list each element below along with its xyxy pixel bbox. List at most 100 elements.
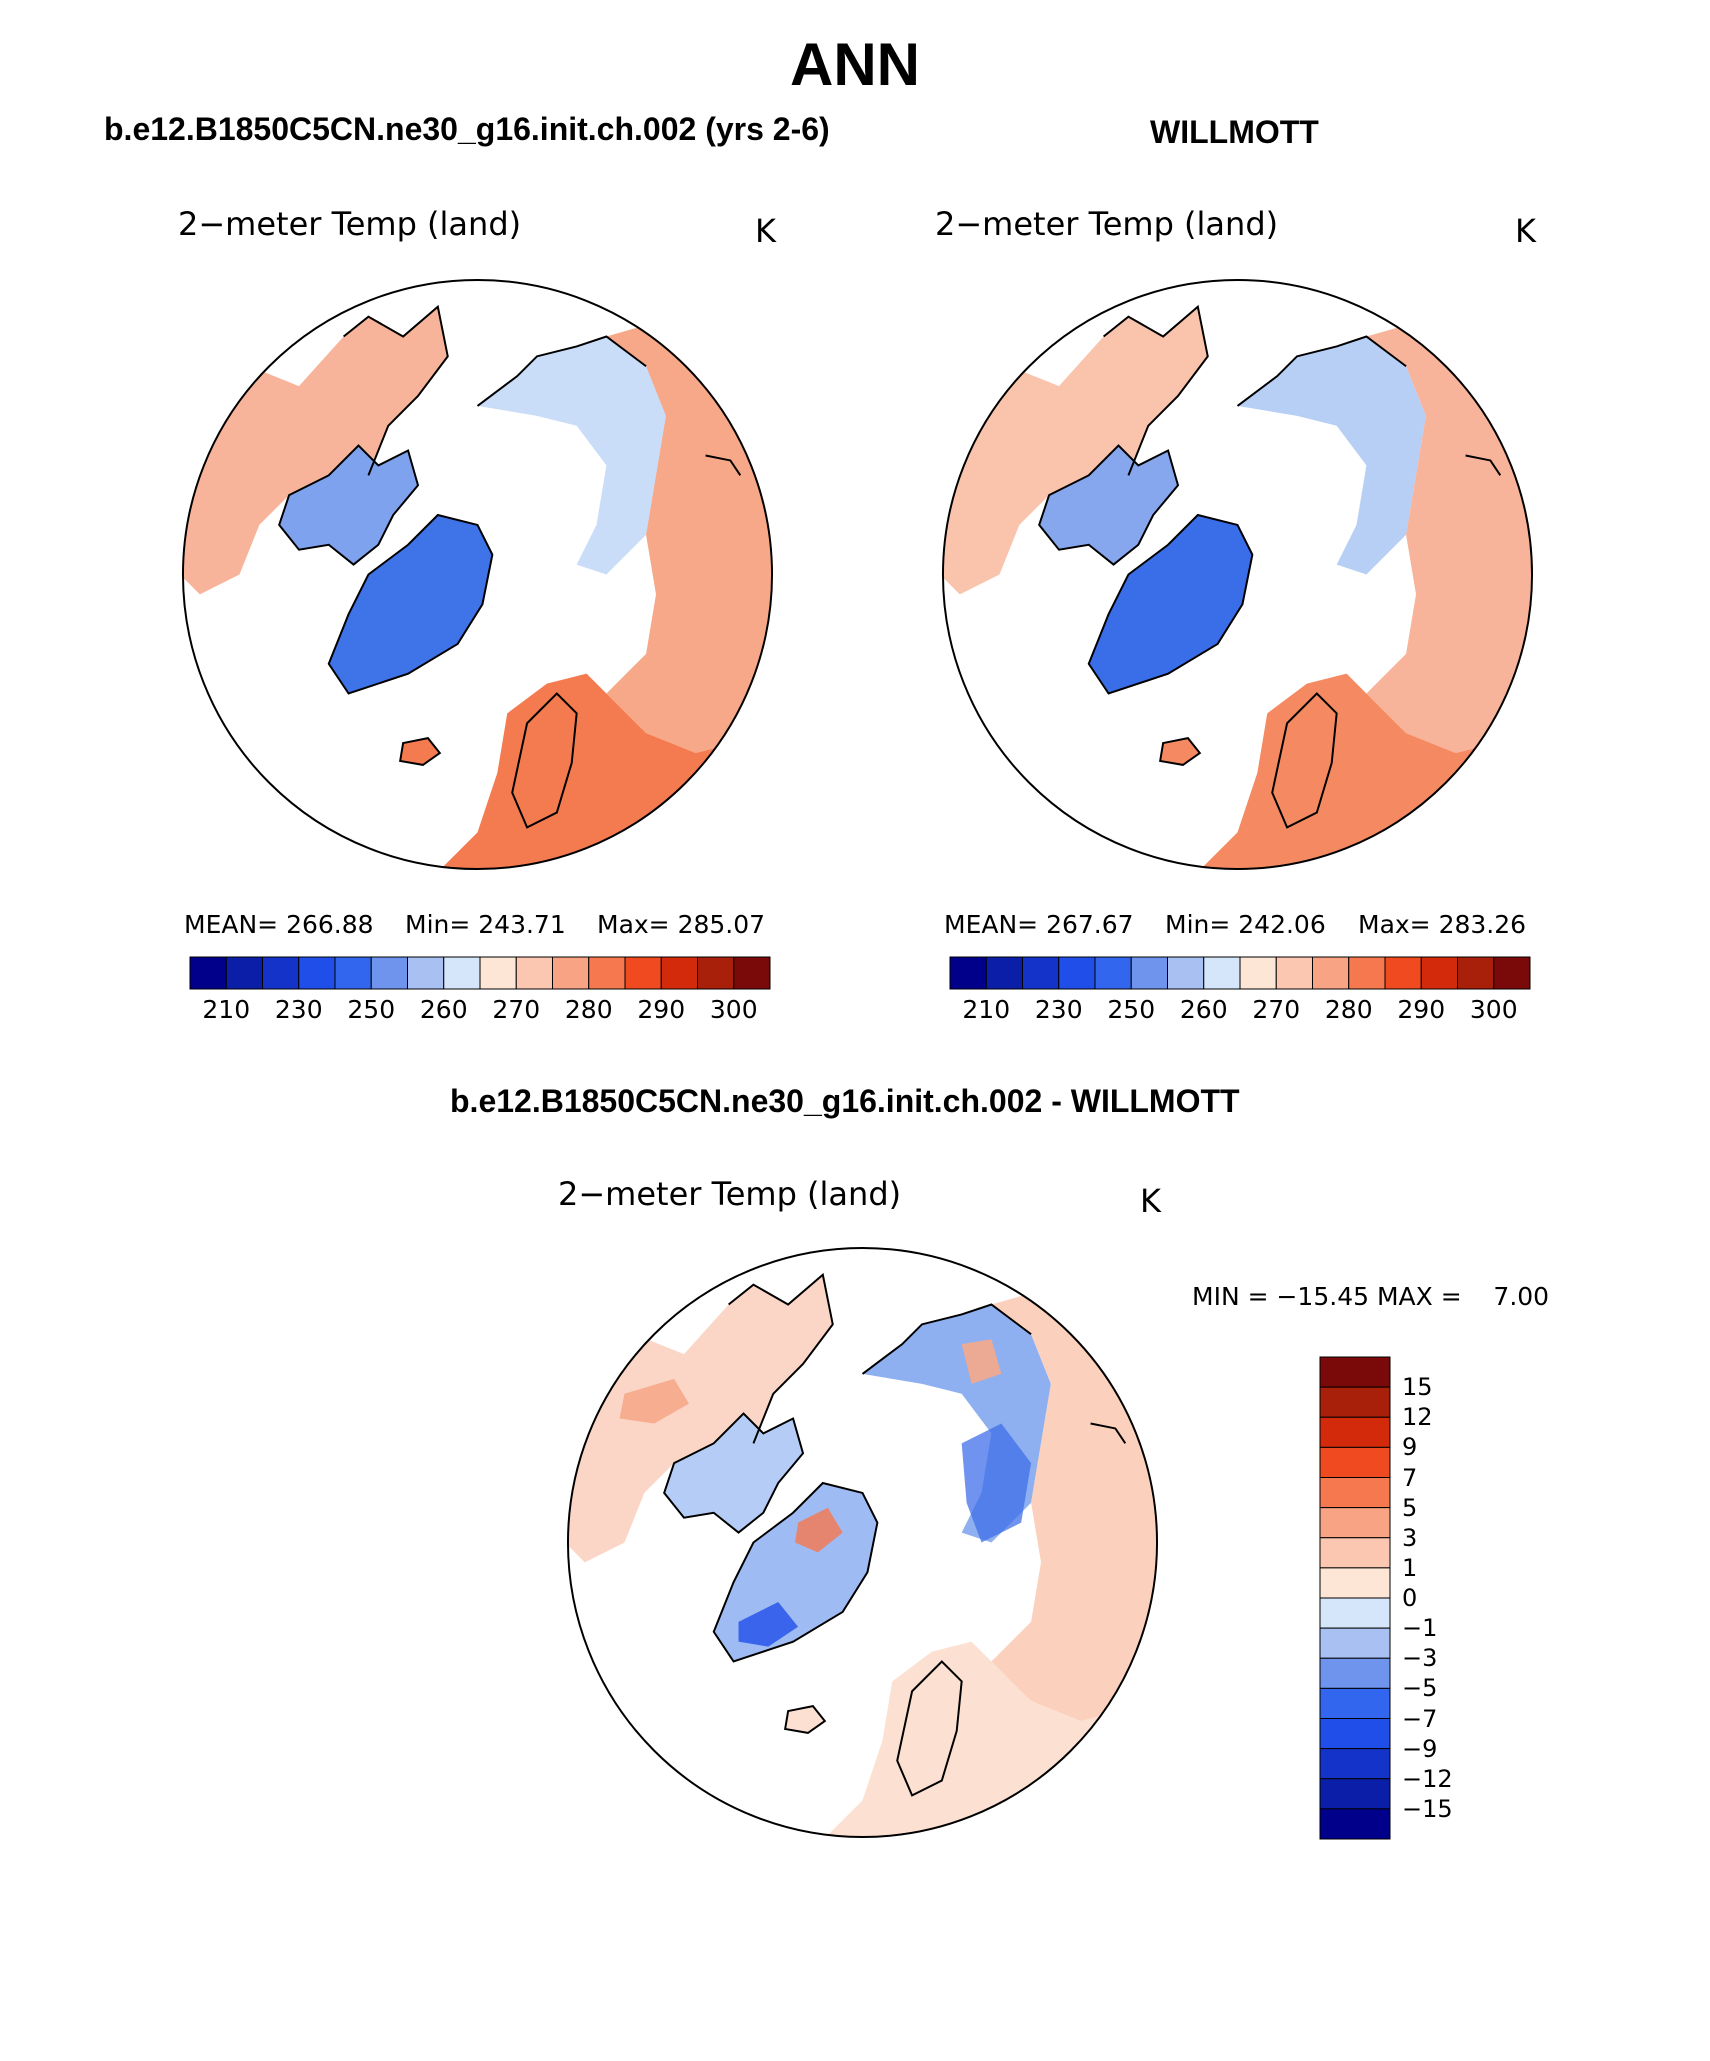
- colorbar-swatch: [1457, 956, 1495, 990]
- colorbar-swatch: [479, 956, 517, 990]
- model-mean-stat: MEAN= 266.88: [184, 910, 374, 939]
- obs-colorbar: [949, 956, 1531, 990]
- model-colorbar: [189, 956, 771, 990]
- arctic-canada-land: [664, 1413, 803, 1533]
- colorbar-tick-label: 1: [1402, 1553, 1418, 1582]
- colorbar-swatch: [407, 956, 445, 990]
- colorbar-swatch: [1319, 1657, 1391, 1689]
- map-boundary-circle: [181, 278, 774, 871]
- colorbar-swatch: [1239, 956, 1277, 990]
- colorbar-swatch: [443, 956, 481, 990]
- iceland-land: [400, 738, 440, 765]
- colorbar-swatch: [1319, 1567, 1391, 1599]
- coastlines: [278, 304, 742, 829]
- colorbar-swatch: [1319, 1386, 1391, 1418]
- siberia-land: [1237, 336, 1426, 575]
- colorbar-swatch: [949, 956, 987, 990]
- colorbar-tick-label: 290: [1397, 995, 1446, 1024]
- model-panel-title: b.e12.B1850C5CN.ne30_g16.init.ch.002 (yr…: [104, 111, 830, 147]
- diff-colorbar: [1319, 1356, 1391, 1840]
- colorbar-tick-label: 270: [492, 995, 541, 1024]
- obs-max-stat: Max= 283.26: [1358, 910, 1527, 939]
- colorbar-swatch: [515, 956, 553, 990]
- colorbar-swatch: [552, 956, 590, 990]
- colorbar-tick-label: −5: [1402, 1674, 1438, 1703]
- scandinavia-land: [897, 1661, 962, 1796]
- colorbar-swatch: [1319, 1446, 1391, 1478]
- figure-title: ANN: [790, 31, 920, 98]
- colorbar-tick-label: 270: [1252, 995, 1301, 1024]
- colorbar-swatch: [733, 956, 771, 990]
- scandinavia-land: [1272, 693, 1337, 828]
- colorbar-tick-label: 260: [1179, 995, 1228, 1024]
- iceland-land: [1160, 738, 1200, 765]
- colorbar-swatch: [1319, 1507, 1391, 1539]
- model-variable-title: 2−meter Temp (land): [178, 205, 522, 243]
- model-max-stat: Max= 285.07: [597, 910, 766, 939]
- colorbar-tick-label: 0: [1402, 1584, 1418, 1612]
- colorbar-swatch: [1420, 956, 1458, 990]
- colorbar-swatch: [1319, 1718, 1391, 1750]
- diff-panel-title: b.e12.B1850C5CN.ne30_g16.init.ch.002 - W…: [450, 1083, 1240, 1119]
- map-boundary-circle: [566, 1246, 1159, 1839]
- colorbar-tick-label: 7: [1402, 1463, 1418, 1492]
- colorbar-swatch: [225, 956, 263, 990]
- colorbar-swatch: [1319, 1416, 1391, 1448]
- colorbar-swatch: [624, 956, 662, 990]
- colorbar-swatch: [1167, 956, 1205, 990]
- colorbar-swatch: [1384, 956, 1422, 990]
- siberia-land: [477, 336, 666, 575]
- siberia-cold-bias-patch: [961, 1423, 1032, 1543]
- colorbar-swatch: [1094, 956, 1132, 990]
- colorbar-swatch: [334, 956, 372, 990]
- colorbar-swatch: [985, 956, 1023, 990]
- greenland-cold-bias-patch: [738, 1602, 799, 1647]
- colorbar-tick-label: 230: [274, 995, 323, 1024]
- colorbar-swatch: [1319, 1778, 1391, 1810]
- obs-mean-stat: MEAN= 267.67: [944, 910, 1134, 939]
- colorbar-swatch: [1203, 956, 1241, 990]
- colorbar-tick-label: 210: [202, 995, 251, 1024]
- colorbar-tick-label: 3: [1402, 1523, 1418, 1552]
- colorbar-swatch: [1275, 956, 1313, 990]
- colorbar-tick-label: 210: [962, 995, 1011, 1024]
- scandinavia-land: [512, 693, 577, 828]
- colorbar-swatch: [1319, 1687, 1391, 1719]
- colorbar-swatch: [189, 956, 227, 990]
- obs-colorbar-labels: 210 230 250 260 270 280 290 300: [950, 995, 1530, 1025]
- iceland-land: [785, 1706, 825, 1733]
- colorbar-swatch: [1022, 956, 1060, 990]
- colorbar-swatch: [1130, 956, 1168, 990]
- colorbar-swatch: [298, 956, 336, 990]
- colorbar-tick-label: 260: [419, 995, 468, 1024]
- obs-units-label: K: [1515, 212, 1536, 250]
- colorbar-swatch: [1319, 1477, 1391, 1509]
- greenland-land: [328, 515, 493, 694]
- colorbar-swatch: [370, 956, 408, 990]
- colorbar-swatch: [1319, 1627, 1391, 1659]
- colorbar-tick-label: 290: [637, 995, 686, 1024]
- colorbar-tick-label: 300: [709, 995, 758, 1024]
- obs-min-stat: Min= 242.06: [1165, 910, 1326, 939]
- colorbar-swatch: [1312, 956, 1350, 990]
- greenland-land: [1088, 515, 1253, 694]
- colorbar-tick-label: −12: [1402, 1764, 1453, 1793]
- model-colorbar-labels: 210 230 250 260 270 280 290 300: [190, 995, 770, 1025]
- diff-polar-map: [566, 1246, 1159, 1839]
- coastlines: [663, 1272, 1127, 1797]
- colorbar-tick-label: 5: [1402, 1493, 1418, 1522]
- diff-colorbar-labels: 15 12 9 7 5 3 1 0 −1 −3 −5 −7 −9 −12 −15: [1402, 1357, 1502, 1839]
- greenland-warm-bias-patch: [795, 1507, 843, 1553]
- colorbar-tick-label: −7: [1402, 1704, 1438, 1733]
- colorbar-swatch: [1058, 956, 1096, 990]
- colorbar-swatch: [1348, 956, 1386, 990]
- obs-panel-title: WILLMOTT: [1150, 114, 1319, 150]
- siberia-warm-bias-patch: [961, 1339, 1002, 1384]
- diff-minmax-stat: MIN = −15.45 MAX = 7.00: [1192, 1282, 1550, 1311]
- colorbar-swatch: [588, 956, 626, 990]
- colorbar-tick-label: 12: [1402, 1403, 1433, 1432]
- coastlines: [1038, 304, 1502, 829]
- colorbar-tick-label: 230: [1034, 995, 1083, 1024]
- colorbar-tick-label: −3: [1402, 1644, 1438, 1673]
- colorbar-tick-label: −9: [1402, 1734, 1438, 1763]
